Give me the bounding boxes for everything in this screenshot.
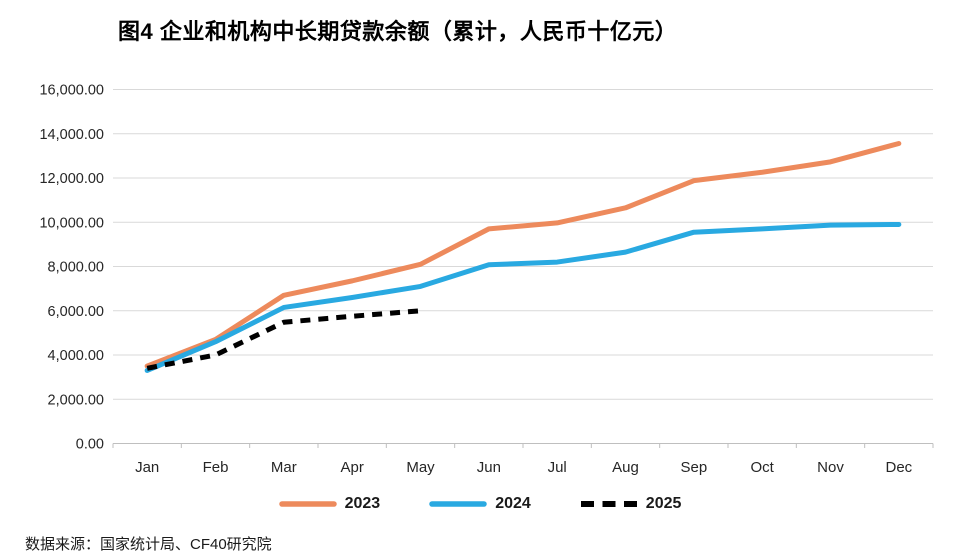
legend-label-2025: 2025 <box>645 495 682 512</box>
svg-text:Sep: Sep <box>680 459 707 476</box>
chart-legend: 2023 2024 2025 <box>0 495 960 513</box>
legend-line-2023-icon <box>278 501 337 507</box>
svg-text:Oct: Oct <box>750 459 774 476</box>
gridlines <box>113 89 933 400</box>
svg-text:Jan: Jan <box>135 459 159 476</box>
svg-text:Mar: Mar <box>271 459 297 476</box>
svg-text:0.00: 0.00 <box>76 437 104 453</box>
svg-text:Jun: Jun <box>477 459 501 476</box>
series-2023-line <box>144 140 902 369</box>
svg-text:Apr: Apr <box>340 459 363 476</box>
series-2025-line <box>146 308 421 371</box>
svg-text:14,000.00: 14,000.00 <box>39 127 104 143</box>
y-axis-labels: 0.00 2,000.00 4,000.00 6,000.00 8,000.00 10,0… <box>39 83 104 453</box>
svg-text:12,000.00: 12,000.00 <box>39 171 104 187</box>
svg-text:8,000.00: 8,000.00 <box>48 260 104 276</box>
chart-title: 图4 企业和机构中长期贷款余额（累计，人民币十亿元） <box>118 19 678 44</box>
legend-label-2023: 2023 <box>344 495 381 512</box>
svg-text:Dec: Dec <box>885 459 912 476</box>
series-2024-line <box>144 221 902 373</box>
legend-item-2025: 2025 <box>580 495 682 513</box>
svg-text:10,000.00: 10,000.00 <box>39 215 104 231</box>
svg-text:Jul: Jul <box>548 459 567 476</box>
svg-text:4,000.00: 4,000.00 <box>48 348 104 364</box>
svg-text:6,000.00: 6,000.00 <box>48 304 104 320</box>
legend-dashed-line-2025-icon <box>580 501 637 507</box>
legend-label-2024: 2024 <box>495 495 531 512</box>
legend-item-2023: 2023 <box>278 495 381 513</box>
svg-text:Aug: Aug <box>612 459 639 476</box>
svg-text:2,000.00: 2,000.00 <box>48 392 104 408</box>
x-axis-labels: Jan Feb Mar Apr May Jun Jul Aug Sep Oct Nov Dec <box>135 459 913 476</box>
data-source-note: 数据来源：国家统计局、CF40研究院 <box>25 536 272 553</box>
x-axis <box>112 443 934 448</box>
legend-line-2024-icon <box>429 501 487 507</box>
legend-item-2024: 2024 <box>429 495 531 513</box>
svg-text:Feb: Feb <box>203 459 229 476</box>
svg-text:16,000.00: 16,000.00 <box>39 83 104 99</box>
svg-text:May: May <box>406 459 435 476</box>
svg-text:Nov: Nov <box>817 459 844 476</box>
